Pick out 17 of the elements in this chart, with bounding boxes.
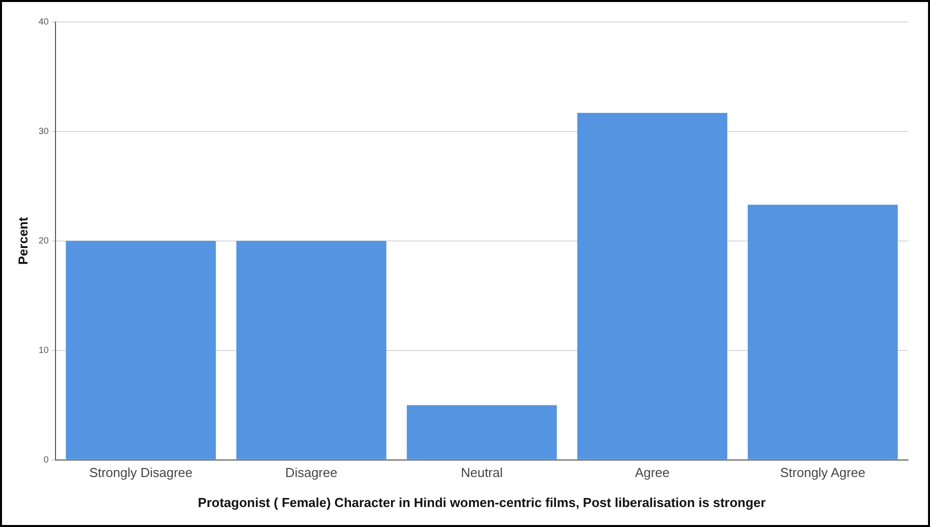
y-tick-label: 20 bbox=[38, 235, 49, 246]
bar bbox=[66, 240, 216, 460]
x-axis-title: Protagonist ( Female) Character in Hindi women-centric films, Post liberalisation is stronger bbox=[198, 494, 766, 510]
bar bbox=[577, 112, 728, 460]
x-tick-label: Disagree bbox=[285, 465, 338, 480]
x-tick-label: Strongly Agree bbox=[780, 465, 866, 480]
y-tick-label: 10 bbox=[38, 344, 49, 355]
bar bbox=[406, 405, 557, 460]
x-tick-label: Neutral bbox=[460, 465, 503, 480]
y-axis-title: Percent bbox=[15, 216, 30, 265]
x-tick-label: Strongly Disagree bbox=[89, 465, 193, 480]
x-tick-label: Agree bbox=[634, 465, 670, 480]
bar bbox=[748, 204, 898, 460]
y-tick-label: 0 bbox=[44, 454, 49, 464]
bar bbox=[236, 240, 386, 460]
y-tick-label: 30 bbox=[38, 126, 49, 136]
y-tick-label: 40 bbox=[38, 16, 49, 26]
